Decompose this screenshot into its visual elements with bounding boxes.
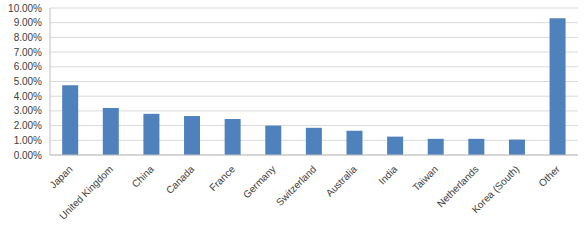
svg-text:6.00%: 6.00% (14, 61, 42, 72)
svg-text:Switzerland: Switzerland (274, 163, 318, 207)
svg-text:4.00%: 4.00% (14, 91, 42, 102)
svg-text:Germany: Germany (241, 163, 278, 200)
svg-text:2.00%: 2.00% (14, 120, 42, 131)
svg-text:0.00%: 0.00% (14, 150, 42, 161)
svg-text:Netherlands: Netherlands (434, 163, 481, 210)
svg-text:France: France (207, 163, 237, 193)
svg-text:7.00%: 7.00% (14, 47, 42, 58)
svg-text:5.00%: 5.00% (14, 76, 42, 87)
svg-text:India: India (376, 163, 399, 186)
svg-text:Taiwan: Taiwan (410, 163, 440, 193)
svg-text:3.00%: 3.00% (14, 105, 42, 116)
svg-text:8.00%: 8.00% (14, 32, 42, 43)
svg-text:United Kingdom: United Kingdom (57, 163, 115, 221)
svg-text:China: China (130, 163, 157, 190)
svg-text:Other: Other (536, 163, 562, 189)
svg-text:Japan: Japan (48, 163, 75, 190)
svg-text:9.00%: 9.00% (14, 17, 42, 28)
svg-text:10.00%: 10.00% (8, 3, 42, 14)
svg-text:1.00%: 1.00% (14, 135, 42, 146)
svg-text:Canada: Canada (164, 163, 197, 196)
svg-text:Australia: Australia (324, 163, 360, 199)
svg-text:Korea (South): Korea (South) (470, 163, 522, 215)
